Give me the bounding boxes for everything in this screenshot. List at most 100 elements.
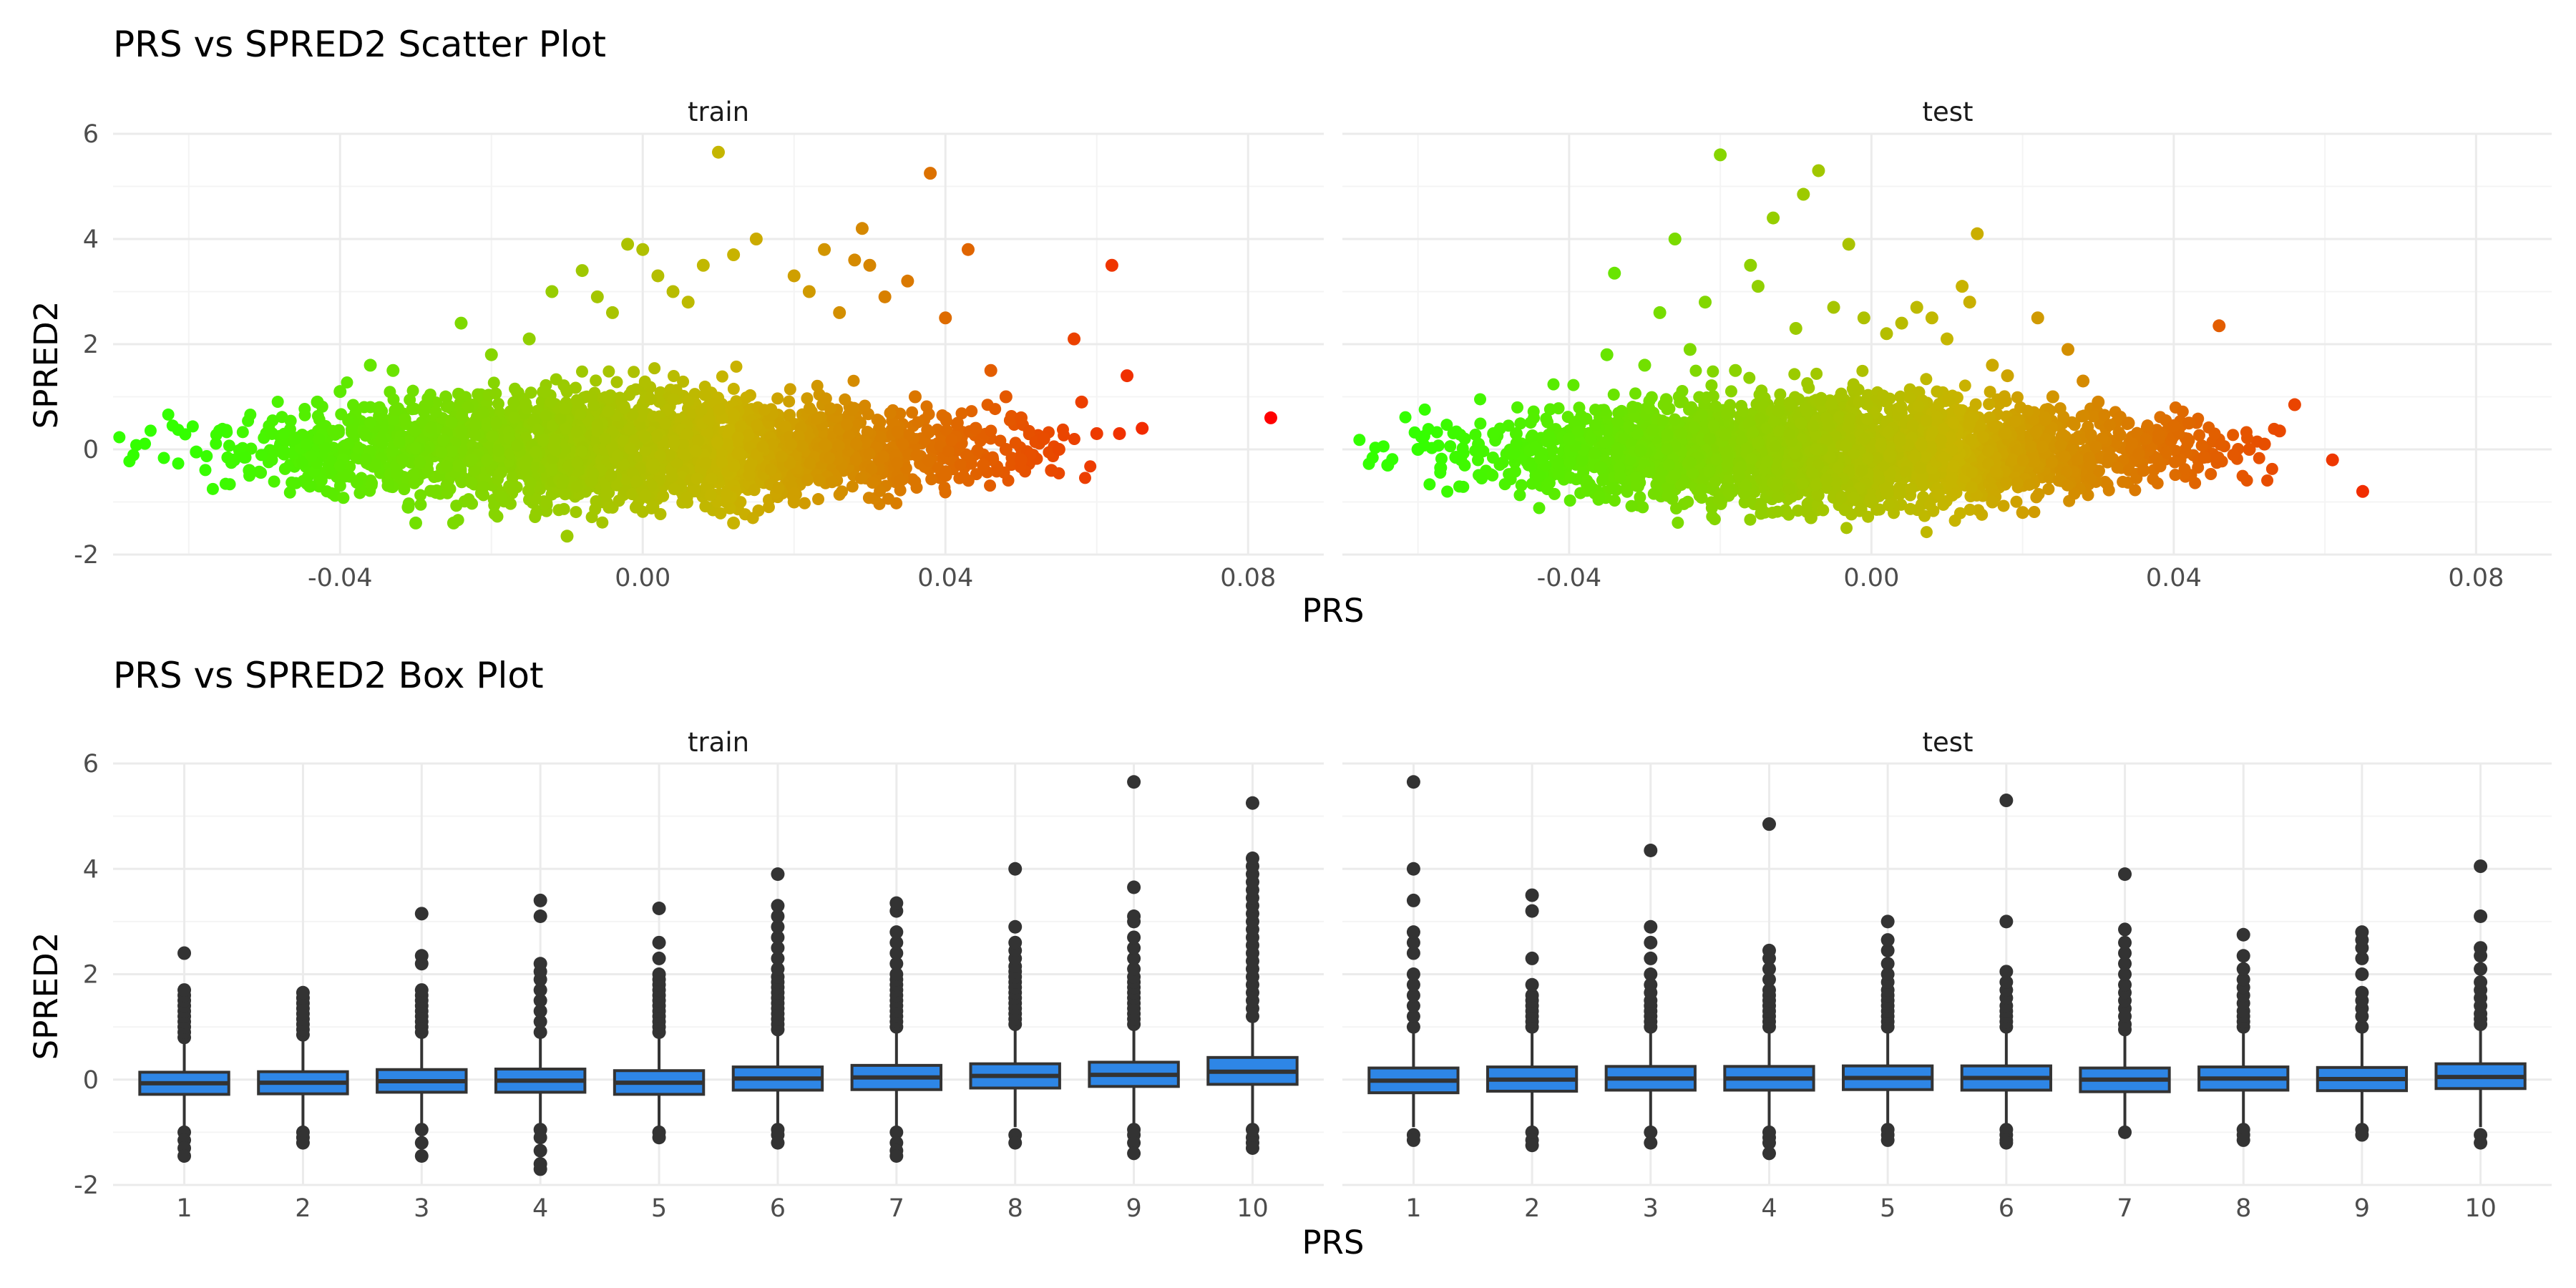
scatter-cloud-point [801,474,814,487]
scatter-cloud-point [751,419,763,431]
scatter-cloud-point [507,411,520,424]
scatter-cloud-point [723,424,736,436]
scatter-cloud-point [571,457,584,469]
scatter-cloud-point [519,467,532,479]
scatter-cloud-point [480,454,493,467]
scatter-cloud-point [1353,434,1366,447]
scatter-cloud-point [1709,400,1722,413]
scatter-cloud-point [1605,482,1618,495]
scatter-cloud-point [1630,479,1643,492]
scatter-cloud-point [733,447,746,460]
scatter-cloud-point [364,416,376,429]
scatter-cloud-point [545,464,558,477]
scatter-cloud-point [1953,404,1966,416]
scatter-cloud-point [545,396,557,409]
scatter-cloud-point [813,474,826,487]
scatter-cloud-point [940,465,952,478]
scatter-cloud-point [1399,411,1412,424]
scatter-point [311,395,324,409]
scatter-cloud-point [2227,449,2240,462]
scatter-point [908,390,922,404]
scatter-cloud-point [271,395,284,408]
scatter-x-tick-label: -0.04 [1537,564,1602,592]
scatter-cloud-point [414,457,426,469]
scatter-cloud-point [602,365,615,378]
scatter-cloud-point [469,419,482,431]
scatter-cloud-point [328,429,341,441]
scatter-cloud-point [703,412,716,425]
scatter-cloud-point [849,453,862,466]
scatter-cloud-point [846,480,859,493]
scatter-cloud-point [680,491,693,504]
scatter-cloud-point [455,424,468,437]
scatter-cloud-point [589,503,602,516]
scatter-cloud-point [677,375,690,388]
scatter-cloud-point [1976,508,1989,521]
scatter-cloud-point [909,475,922,488]
scatter-cloud-point [2227,429,2240,441]
scatter-cloud-point [1608,494,1621,507]
scatter-cloud-point [1515,479,1528,492]
scatter-point [818,243,831,256]
scatter-cloud-point [493,468,506,481]
scatter-point [454,316,468,330]
scatter-cloud-point [537,434,550,447]
scatter-cloud-point [690,444,703,457]
scatter-cloud-point [1486,469,1499,482]
scatter-point [1068,332,1081,346]
scatter-point [802,285,816,298]
scatter-cloud-point [549,444,562,457]
scatter-cloud-point [985,424,997,437]
scatter-cloud-point [591,419,604,431]
scatter-cloud-point [1508,465,1521,478]
scatter-cloud-point [311,409,324,422]
scatter-cloud-point [393,435,406,448]
scatter-cloud-point [714,507,727,519]
scatter-cloud-point [894,407,907,420]
scatter-cloud-point [677,448,690,461]
scatter-cloud-point [200,449,213,462]
scatter-cloud-point [492,444,505,457]
scatter-cloud-point [539,386,552,399]
scatter-cloud-point [957,470,970,483]
scatter-point [977,459,990,472]
scatter-point [575,264,589,278]
scatter-cloud-point [962,450,975,463]
scatter-cloud-point [2101,478,2114,491]
scatter-cloud-point [596,516,609,529]
scatter-cloud-point [1474,417,1487,430]
scatter-cloud-point [2010,495,2023,508]
scatter-cloud-point [1444,440,1457,453]
scatter-cloud-point [333,459,346,472]
scatter-cloud-point [1418,403,1431,416]
scatter-cloud-point [1547,378,1560,391]
scatter-cloud-point [623,422,636,435]
scatter-cloud-point [746,512,759,525]
scatter-cloud-point [1810,367,1823,380]
scatter-cloud-point [440,391,453,404]
scatter-point [893,474,907,488]
scatter-cloud-point [731,431,744,444]
scatter-point-cloud [1353,364,2280,539]
scatter-cloud-point [436,434,449,447]
scatter-cloud-point [574,408,587,421]
scatter-point [787,269,801,283]
scatter-cloud-point [1682,495,1694,508]
scatter-cloud-point [940,424,953,437]
scatter-cloud-point [618,401,631,414]
scatter-cloud-point [1835,387,1848,400]
scatter-cloud-point [891,426,904,439]
scatter-cloud-point [342,437,355,450]
scatter-cloud-point [644,393,657,406]
scatter-cloud-point [1533,502,1546,514]
scatter-train-strip: train [688,97,749,127]
scatter-cloud-point [2082,489,2094,502]
scatter-cloud-point [530,446,542,459]
scatter-chart: PRS vs SPRED2 Scatter Plot train test PR… [27,24,2552,630]
scatter-cloud-point [490,416,503,429]
scatter-cloud-point [244,408,257,421]
scatter-cloud-point [801,392,814,405]
scatter-cloud-point [2102,452,2115,464]
scatter-point [855,222,869,235]
